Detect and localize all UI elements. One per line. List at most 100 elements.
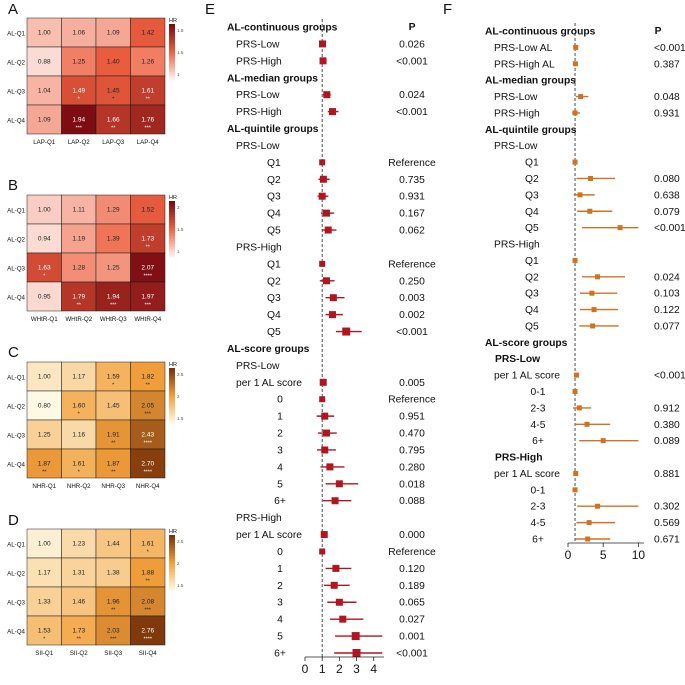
col-label: LAP-Q4 — [137, 139, 160, 146]
legend-swatch — [169, 207, 175, 210]
forest-row-label: Q4 — [525, 207, 539, 218]
legend-swatch — [169, 227, 175, 230]
hr-point — [578, 94, 584, 100]
cell-value: 1.29 — [107, 207, 120, 214]
hr-point — [573, 470, 579, 476]
hr-point — [600, 438, 606, 444]
p-value: Reference — [388, 395, 436, 406]
cell-stars: ** — [111, 441, 116, 447]
legend-swatch — [169, 412, 175, 415]
hr-point — [328, 311, 336, 319]
heatmap-cell — [95, 104, 131, 135]
legend-swatch — [169, 251, 175, 254]
heatmap-cell — [95, 223, 131, 254]
hr-point — [572, 61, 578, 67]
cell-value: 1.26 — [141, 59, 154, 66]
legend-title: HR — [169, 18, 177, 24]
hr-point — [330, 581, 338, 589]
heatmap-cell — [95, 448, 131, 479]
legend-tick: 1.5 — [177, 227, 184, 232]
cell-stars: * — [147, 550, 150, 556]
panel-letter-A: A — [8, 1, 18, 18]
hr-point — [322, 209, 330, 217]
heatmap-A: AL-Q1 1.00 1.06 1.09 1.42 AL-Q2 0.88 1.25 1.40 1.… — [7, 17, 184, 146]
forest-row-label: 2 — [277, 581, 283, 592]
cell-value: 1.66 — [107, 117, 120, 124]
cell-stars: ** — [77, 637, 82, 643]
heatmap-cell — [130, 252, 166, 283]
heatmap-cell — [26, 390, 62, 421]
forest-row-label: PRS-High — [236, 242, 282, 253]
cell-value: 1.45 — [107, 88, 120, 95]
p-column-header: P — [409, 22, 416, 33]
cell-value: 1.46 — [72, 599, 85, 606]
p-value: 0.302 — [654, 502, 680, 513]
forest-row-label: 4 — [277, 615, 283, 626]
heatmap-cell — [26, 419, 62, 450]
p-value: 0.735 — [399, 175, 425, 186]
hr-point — [572, 110, 578, 116]
legend-swatch — [169, 374, 175, 377]
heatmap-cell — [61, 75, 97, 106]
p-value: 0.122 — [654, 305, 680, 316]
cell-value: 1.82 — [141, 374, 154, 381]
heatmap-cell — [61, 586, 97, 617]
legend-swatch — [169, 545, 175, 548]
p-value: 0.077 — [654, 321, 680, 332]
legend-swatch — [169, 547, 175, 550]
hr-point — [595, 274, 601, 280]
legend-swatch — [169, 565, 175, 568]
row-label: AL-Q2 — [7, 571, 25, 578]
col-label: SII-Q3 — [104, 650, 122, 657]
hr-point — [322, 429, 330, 437]
cell-value: 1.63 — [38, 265, 51, 272]
cell-value: 1.31 — [72, 570, 85, 577]
forest-row-label: 4-5 — [531, 420, 546, 431]
legend-swatch — [169, 539, 175, 542]
cell-stars: **** — [143, 470, 152, 476]
forest-row-label: 3 — [277, 445, 283, 456]
row-label: AL-Q1 — [7, 375, 25, 382]
p-value: Reference — [388, 547, 436, 558]
legend-swatch — [169, 255, 175, 258]
forest-row-label: PRS-High — [236, 107, 282, 118]
legend-swatch — [169, 380, 175, 383]
legend-tick: 2 — [177, 561, 180, 566]
cell-value: 1.19 — [72, 236, 85, 243]
legend-swatch — [169, 46, 175, 49]
cell-value: 1.96 — [107, 599, 120, 606]
hr-point — [590, 323, 596, 329]
legend-swatch — [169, 215, 175, 218]
cell-stars: *** — [145, 608, 152, 614]
cell-value: 2.07 — [141, 265, 154, 272]
forest-row-label: PRS-Low — [236, 141, 280, 152]
legend-swatch — [169, 583, 175, 586]
row-label: AL-Q4 — [7, 462, 25, 469]
forest-plot-F: P AL-continuous groups PRS-Low AL <0.001 PRS… — [485, 23, 685, 562]
heatmap-cell — [61, 281, 97, 312]
forest-row-label: 0-1 — [531, 387, 546, 398]
x-tick-label: 0 — [565, 548, 572, 562]
hr-point — [319, 40, 327, 48]
legend-swatch — [169, 219, 175, 222]
forest-row-label: Q5 — [267, 327, 281, 338]
p-value: 0.024 — [654, 272, 680, 283]
col-label: NHR-Q2 — [67, 483, 91, 490]
cell-value: 1.94 — [72, 117, 85, 124]
legend-swatch — [169, 211, 175, 214]
cell-value: 1.73 — [141, 236, 154, 243]
legend-swatch — [169, 253, 175, 256]
heatmap-cell — [95, 17, 131, 48]
panel-letter-C: C — [8, 344, 19, 361]
forest-row-label: Q4 — [267, 209, 281, 220]
cell-value: 1.09 — [107, 30, 120, 37]
cell-value: 1.76 — [141, 117, 154, 124]
forest-row-label: AL-quintile groups — [485, 125, 577, 136]
hr-point — [323, 91, 331, 99]
legend-swatch — [169, 569, 175, 572]
cell-value: 2.03 — [107, 628, 120, 635]
legend-swatch — [169, 541, 175, 544]
heatmap-cell — [61, 557, 97, 588]
cell-value: 1.88 — [141, 570, 154, 577]
